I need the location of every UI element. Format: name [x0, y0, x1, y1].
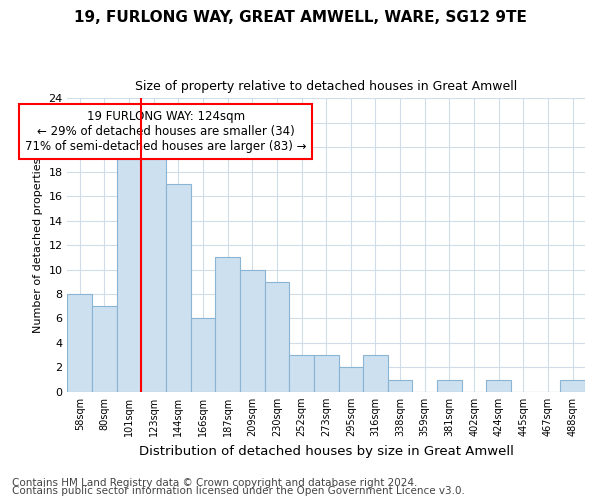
Bar [487, 380, 511, 392]
Bar [166, 184, 191, 392]
Text: Contains public sector information licensed under the Open Government Licence v3: Contains public sector information licen… [12, 486, 465, 496]
Bar [191, 318, 215, 392]
Bar [289, 355, 314, 392]
Bar [314, 355, 338, 392]
Bar [92, 306, 116, 392]
Text: 19, FURLONG WAY, GREAT AMWELL, WARE, SG12 9TE: 19, FURLONG WAY, GREAT AMWELL, WARE, SG1… [74, 10, 526, 25]
Y-axis label: Number of detached properties: Number of detached properties [33, 158, 43, 333]
Bar [265, 282, 289, 392]
Bar [142, 160, 166, 392]
Bar [116, 160, 142, 392]
Bar [338, 368, 363, 392]
Text: Contains HM Land Registry data © Crown copyright and database right 2024.: Contains HM Land Registry data © Crown c… [12, 478, 418, 488]
Title: Size of property relative to detached houses in Great Amwell: Size of property relative to detached ho… [135, 80, 517, 93]
Bar [240, 270, 265, 392]
Text: 19 FURLONG WAY: 124sqm
← 29% of detached houses are smaller (34)
71% of semi-det: 19 FURLONG WAY: 124sqm ← 29% of detached… [25, 110, 307, 153]
Bar [363, 355, 388, 392]
Bar [560, 380, 585, 392]
Bar [215, 258, 240, 392]
Bar [67, 294, 92, 392]
Bar [388, 380, 412, 392]
X-axis label: Distribution of detached houses by size in Great Amwell: Distribution of detached houses by size … [139, 444, 514, 458]
Bar [437, 380, 462, 392]
